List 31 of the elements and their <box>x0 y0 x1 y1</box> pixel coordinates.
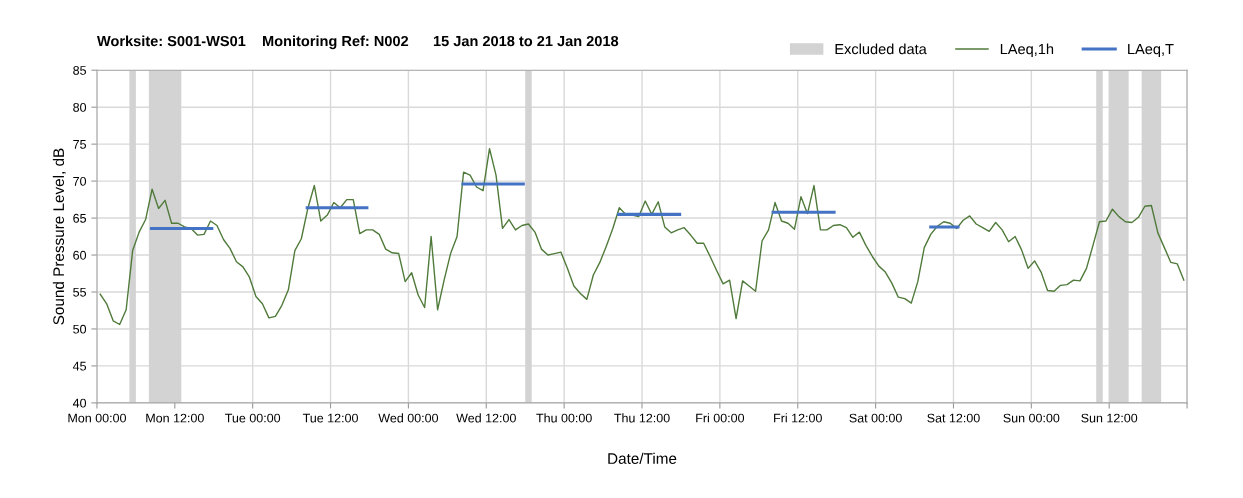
y-tick-label: 50 <box>73 324 87 334</box>
x-tick-label: Sat 00:00 <box>849 413 902 423</box>
y-tick-label: 45 <box>72 361 87 371</box>
legend-label: LAeq,1h <box>1000 43 1054 58</box>
y-tick-label: 55 <box>73 287 87 297</box>
x-axis-title: Date/Time <box>608 452 677 464</box>
legend-label: Excluded data <box>835 43 927 55</box>
y-tick-label: 65 <box>73 213 87 223</box>
y-axis-title: Sound Pressure Level, dB <box>52 148 66 325</box>
y-tick-label: 70 <box>73 176 87 186</box>
x-tick-label: Tue 00:00 <box>225 413 281 423</box>
x-tick-label: Sun 00:00 <box>1003 413 1060 423</box>
y-tick-label: 85 <box>73 66 87 75</box>
x-tick-label: Sun 12:00 <box>1081 413 1138 423</box>
x-tick-label: Wed 12:00 <box>456 413 516 423</box>
x-tick-label: Fri 00:00 <box>696 413 745 423</box>
x-tick-label: Mon 00:00 <box>68 413 126 423</box>
x-tick-label: Thu 12:00 <box>614 413 670 423</box>
y-tick-label: 80 <box>73 102 87 112</box>
chart-title: Worksite: S001-WS01 Monitoring Ref: N002 15 Jan 2018 to 21 Jan 2018 <box>96 35 619 50</box>
x-tick-label: Sat 12:00 <box>927 413 980 423</box>
x-tick-label: Wed 00:00 <box>378 413 439 423</box>
y-tick-label: 60 <box>73 250 87 260</box>
x-tick-label: Fri 12:00 <box>774 413 822 423</box>
x-tick-label: Thu 00:00 <box>536 413 592 423</box>
y-tick-label: 40 <box>72 398 87 408</box>
legend-label: LAeq,T <box>1128 44 1174 58</box>
x-tick-label: Tue 12:00 <box>302 413 358 423</box>
line-series <box>99 147 1185 326</box>
x-tick-label: Mon 12:00 <box>146 413 204 423</box>
y-tick-label: 75 <box>73 140 87 149</box>
